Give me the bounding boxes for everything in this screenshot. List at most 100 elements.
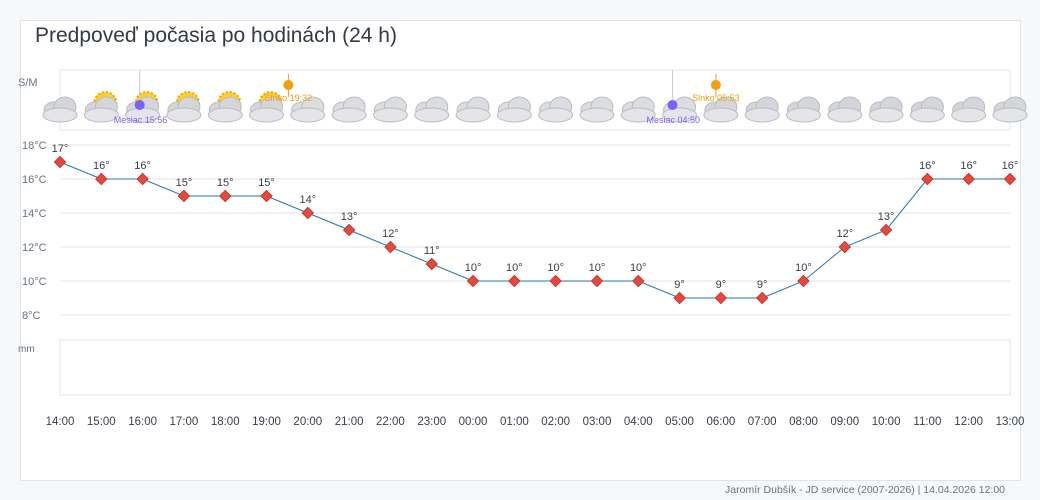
cloudy-night-icon [372, 96, 408, 123]
partly-sunny-icon [249, 91, 285, 123]
temperature-data-label: 15° [217, 177, 234, 189]
temperature-data-label: 11° [424, 245, 440, 257]
temperature-point [342, 223, 356, 237]
cloud-shape [42, 107, 78, 123]
temperature-data-label: 9° [674, 279, 685, 291]
temperature-data-label: 9° [716, 279, 727, 291]
cloudy-icon [785, 96, 821, 123]
cloudy-night-icon [290, 96, 326, 123]
x-tick-label: 15:00 [87, 416, 116, 428]
cloud-shape [827, 107, 863, 123]
temperature-data-label: 16° [1002, 160, 1019, 172]
sun-event-label: Slnko 05:53 [692, 93, 740, 103]
temperature-data-label: 10° [465, 262, 482, 274]
cloudy-night-icon [620, 96, 656, 123]
temperature-point [466, 274, 480, 288]
temperature-data-label: 16° [919, 160, 936, 172]
y-tick-label: 14°C [22, 208, 47, 220]
x-tick-label: 11:00 [913, 416, 941, 428]
x-tick-label: 14:00 [46, 416, 75, 428]
x-tick-label: 21:00 [335, 416, 364, 428]
temperature-point [921, 172, 934, 186]
temperature-point [838, 240, 852, 254]
temperature-line [59, 161, 1010, 299]
partly-sunny-icon [166, 91, 202, 123]
temperature-point [136, 172, 149, 186]
temperature-point [301, 206, 315, 220]
cloudy-night-icon [331, 96, 367, 123]
cloudy-icon [951, 96, 987, 123]
cloud-shape [290, 107, 326, 123]
sun-event-label: Slnko 19:32 [265, 93, 313, 103]
sun-icon [283, 80, 294, 90]
cloud-shape [992, 107, 1028, 123]
moon-event-label: Mesiac 04:50 [647, 115, 701, 125]
temperature-data-label: 9° [757, 279, 768, 291]
y-tick-label: 18°C [22, 140, 47, 152]
cloud-shape [496, 107, 532, 123]
x-tick-label: 13:00 [996, 416, 1025, 428]
cloud-shape [166, 107, 202, 123]
cloud-shape [909, 107, 945, 123]
cloud-shape [868, 107, 904, 123]
sun-moon-label: S/M [18, 77, 38, 89]
x-tick-label: 20:00 [293, 416, 322, 428]
cloudy-night-icon [496, 96, 532, 123]
temperature-point [425, 257, 438, 271]
temperature-point [797, 274, 810, 288]
y-tick-label: 12°C [22, 242, 47, 254]
cloudy-night-icon [414, 96, 450, 123]
temperature-point [879, 223, 893, 237]
cloudy-night-icon [455, 96, 491, 123]
x-tick-label: 22:00 [376, 416, 405, 428]
x-tick-label: 03:00 [583, 416, 612, 428]
x-tick-label: 06:00 [706, 416, 735, 428]
temperature-data-label: 10° [795, 262, 812, 274]
x-tick-label: 18:00 [211, 416, 240, 428]
y-tick-label: 16°C [22, 174, 47, 186]
temperature-data-label: 13° [878, 211, 895, 223]
x-tick-label: 10:00 [872, 416, 901, 428]
temperature-point [218, 189, 232, 203]
cloudy-icon [909, 96, 945, 123]
temperature-data-label: 10° [506, 262, 523, 274]
moon-icon [134, 100, 145, 110]
temperature-data-label: 10° [589, 262, 606, 274]
temperature-data-label: 16° [960, 160, 977, 172]
x-tick-label: 00:00 [459, 416, 488, 428]
temperature-point [673, 291, 686, 305]
precipitation-label: mm [18, 344, 35, 355]
cloud-shape [951, 107, 987, 123]
x-tick-label: 05:00 [665, 416, 694, 428]
temperature-point [632, 274, 645, 288]
x-tick-label: 12:00 [954, 416, 983, 428]
y-tick-label: 10°C [22, 276, 47, 288]
temperature-point [549, 274, 562, 288]
cloud-shape [207, 107, 243, 123]
x-tick-label: 01:00 [500, 416, 529, 428]
y-tick-label: 8°C [22, 310, 41, 322]
temperature-data-label: 16° [93, 160, 110, 172]
x-tick-label: 08:00 [789, 416, 818, 428]
temperature-point [177, 189, 191, 203]
x-tick-label: 17:00 [170, 416, 199, 428]
temperature-data-label: 15° [258, 177, 275, 189]
cloud-shape [372, 107, 408, 123]
sun-icon [710, 80, 721, 90]
temperature-point [53, 155, 67, 169]
cloudy-icon [868, 96, 904, 123]
x-tick-label: 07:00 [748, 416, 777, 428]
footer-credit: Jaromír Dubšík - JD service (2007-2026) … [725, 484, 1005, 496]
temperature-data-label: 16° [134, 160, 151, 172]
temperature-point [1003, 172, 1017, 186]
precipitation-panel [59, 339, 1011, 396]
cloudy-icon [992, 96, 1028, 123]
temperature-data-label: 10° [630, 262, 647, 274]
cloud-shape [414, 107, 450, 123]
temperature-data-label: 12° [382, 228, 399, 240]
cloudy-night-icon [579, 96, 615, 123]
x-tick-label: 16:00 [128, 416, 157, 428]
temperature-data-label: 14° [300, 194, 317, 206]
temperature-point [95, 172, 108, 186]
cloud-shape [579, 107, 615, 123]
